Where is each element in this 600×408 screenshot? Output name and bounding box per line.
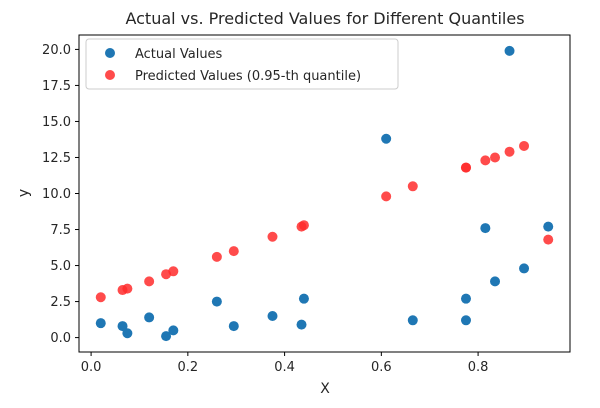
y-tick-label: 15.0 (42, 115, 71, 130)
actual-value-point (228, 321, 239, 332)
actual-value-point (161, 331, 172, 342)
y-tick-label: 10.0 (42, 187, 71, 202)
actual-value-point (298, 293, 309, 304)
actual-value-point (460, 315, 471, 326)
y-tick-label: 0.0 (50, 331, 71, 346)
x-axis-ticks: 0.0 0.2 0.4 0.6 0.8 (81, 352, 489, 375)
predicted-value-point (228, 246, 239, 257)
x-axis-label: X (320, 381, 330, 397)
predicted-value-point (490, 152, 501, 163)
y-tick-label: 20.0 (42, 43, 71, 58)
actual-value-point (504, 45, 515, 56)
y-axis-label: y (16, 189, 32, 197)
actual-value-point (168, 325, 179, 336)
actual-value-point (296, 319, 307, 330)
actual-value-point (543, 221, 554, 232)
actual-value-point (490, 276, 501, 287)
predicted-value-point (211, 251, 222, 262)
predicted-value-point (519, 140, 530, 151)
legend-marker-predicted (105, 70, 115, 80)
predicted-value-point (267, 231, 278, 242)
predicted-value-point (543, 234, 554, 245)
actual-value-point (267, 310, 278, 321)
predicted-value-point (298, 220, 309, 231)
actual-value-point (117, 321, 128, 332)
series-actual-values (95, 45, 554, 342)
predicted-value-point (460, 162, 471, 173)
predicted-value-point (122, 283, 133, 294)
x-tick-label: 0.0 (81, 360, 102, 375)
y-tick-label: 17.5 (42, 79, 71, 94)
predicted-value-point (144, 276, 155, 287)
actual-value-point (381, 133, 392, 144)
data-series-layer (95, 45, 554, 342)
legend-box (85, 38, 399, 90)
actual-value-point (480, 223, 491, 234)
x-tick-label: 0.2 (177, 360, 198, 375)
legend-label-actual: Actual Values (135, 47, 223, 62)
y-tick-label: 7.5 (50, 223, 71, 238)
chart-title: Actual vs. Predicted Values for Differen… (125, 9, 524, 28)
legend-label-predicted: Predicted Values (0.95-th quantile) (135, 69, 361, 84)
actual-value-point (122, 328, 133, 339)
actual-value-point (519, 263, 530, 274)
series-predicted-values (95, 140, 554, 303)
y-tick-label: 12.5 (42, 151, 71, 166)
predicted-value-point (95, 292, 106, 303)
predicted-value-point (504, 146, 515, 157)
actual-value-point (460, 293, 471, 304)
x-tick-label: 0.4 (274, 360, 295, 375)
y-tick-label: 2.5 (50, 295, 71, 310)
legend-marker-actual (105, 48, 115, 58)
legend: Actual Values Predicted Values (0.95-th … (85, 38, 399, 90)
predicted-value-point (381, 191, 392, 202)
predicted-value-point (480, 155, 491, 166)
predicted-value-point (168, 266, 179, 277)
actual-value-point (211, 296, 222, 307)
x-tick-label: 0.6 (371, 360, 392, 375)
y-axis-ticks: 0.0 2.5 5.0 7.5 10.0 12.5 15.0 17.5 20.0 (42, 43, 79, 346)
y-tick-label: 5.0 (50, 259, 71, 274)
x-tick-label: 0.8 (468, 360, 489, 375)
actual-value-point (407, 315, 418, 326)
predicted-value-point (407, 181, 418, 192)
actual-value-point (95, 318, 106, 329)
actual-value-point (144, 312, 155, 323)
